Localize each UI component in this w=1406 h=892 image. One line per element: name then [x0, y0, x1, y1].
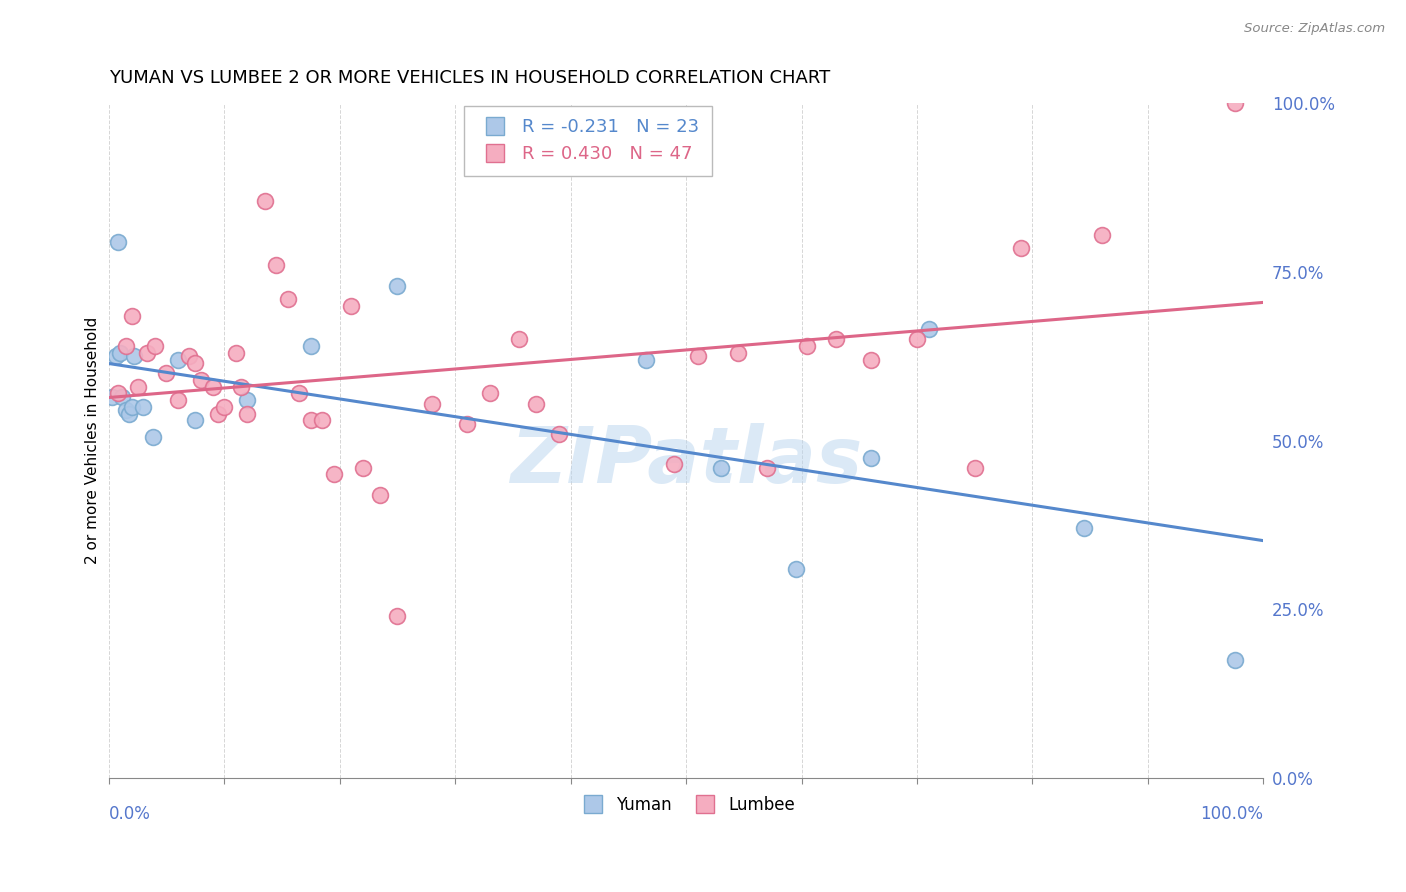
Point	[825, 333, 848, 347]
Point	[115, 403, 138, 417]
Point	[905, 333, 928, 347]
Point	[141, 430, 163, 444]
Point	[127, 380, 149, 394]
Point	[231, 380, 253, 394]
Point	[710, 460, 733, 475]
Point	[121, 400, 143, 414]
Point	[727, 346, 749, 360]
Point	[108, 346, 131, 360]
Point	[179, 349, 201, 363]
Point	[1223, 96, 1246, 111]
Point	[121, 309, 143, 323]
Point	[664, 458, 686, 472]
Point	[264, 258, 287, 272]
Point	[207, 407, 229, 421]
Y-axis label: 2 or more Vehicles in Household: 2 or more Vehicles in Household	[86, 317, 100, 565]
Point	[755, 460, 778, 475]
Text: YUMAN VS LUMBEE 2 OR MORE VEHICLES IN HOUSEHOLD CORRELATION CHART: YUMAN VS LUMBEE 2 OR MORE VEHICLES IN HO…	[108, 69, 830, 87]
Point	[340, 299, 363, 313]
Point	[311, 413, 333, 427]
Point	[143, 339, 166, 353]
Point	[132, 400, 155, 414]
Point	[322, 467, 344, 482]
Point	[1073, 521, 1095, 535]
Text: 100.0%: 100.0%	[1201, 805, 1264, 823]
Point	[859, 352, 882, 367]
Point	[201, 380, 224, 394]
Point	[184, 356, 207, 370]
Point	[387, 278, 409, 293]
Point	[368, 488, 391, 502]
Point	[236, 393, 259, 408]
Text: Source: ZipAtlas.com: Source: ZipAtlas.com	[1244, 22, 1385, 36]
Point	[1091, 227, 1114, 242]
Point	[107, 386, 129, 401]
Point	[253, 194, 276, 209]
Point	[101, 390, 124, 404]
Point	[190, 373, 212, 387]
Point	[225, 346, 247, 360]
Point	[478, 386, 501, 401]
Point	[963, 460, 986, 475]
Point	[167, 393, 190, 408]
Point	[277, 292, 299, 306]
Point	[548, 426, 571, 441]
Point	[135, 346, 157, 360]
Point	[167, 352, 190, 367]
Point	[299, 413, 322, 427]
Point	[1223, 653, 1246, 667]
Point	[508, 333, 530, 347]
Point	[104, 349, 127, 363]
Point	[118, 407, 141, 421]
Point	[456, 417, 478, 431]
Point	[796, 339, 818, 353]
Point	[1010, 241, 1032, 255]
Point	[288, 386, 311, 401]
Point	[107, 235, 129, 249]
Point	[111, 390, 134, 404]
Legend: Yuman, Lumbee: Yuman, Lumbee	[569, 789, 803, 821]
Point	[184, 413, 207, 427]
Point	[155, 366, 177, 380]
Point	[212, 400, 235, 414]
Point	[420, 396, 443, 410]
Point	[352, 460, 374, 475]
Point	[686, 349, 709, 363]
Point	[859, 450, 882, 465]
Point	[387, 609, 409, 624]
Point	[582, 161, 605, 175]
Text: ZIPatlas: ZIPatlas	[510, 423, 862, 499]
Text: 0.0%: 0.0%	[108, 805, 150, 823]
Point	[785, 562, 807, 576]
Point	[634, 352, 657, 367]
Point	[917, 322, 939, 336]
Point	[299, 339, 322, 353]
Point	[524, 396, 547, 410]
Point	[236, 407, 259, 421]
Point	[122, 349, 145, 363]
Point	[115, 339, 138, 353]
